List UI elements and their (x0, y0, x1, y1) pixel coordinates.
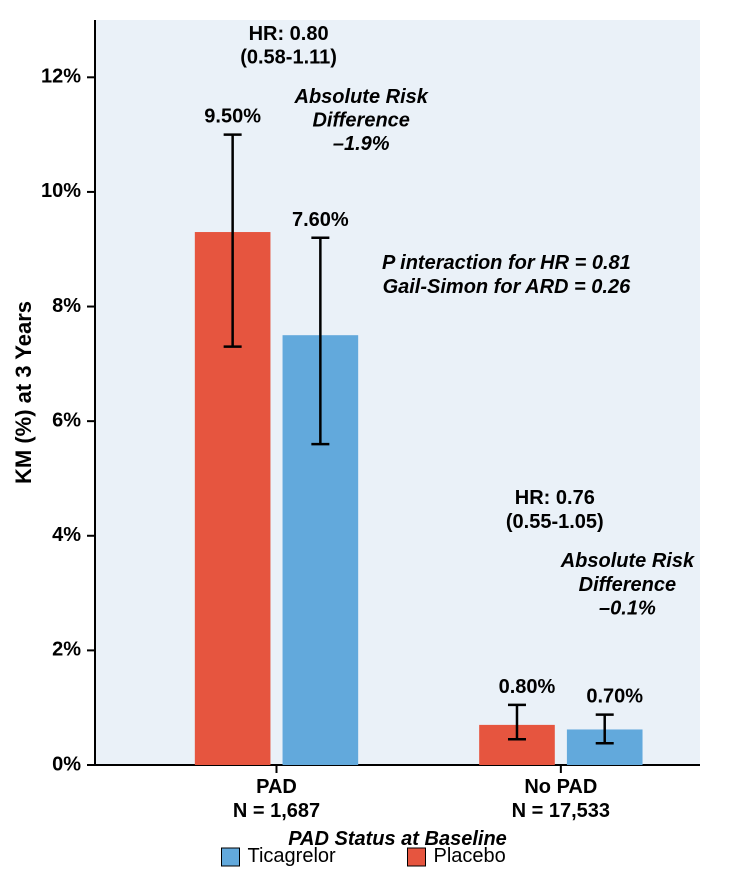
bar-value-label: 9.50% (204, 106, 261, 128)
y-tick-label: 6% (52, 409, 81, 431)
y-tick-label: 8% (52, 295, 81, 317)
y-tick-label: 0% (52, 753, 81, 775)
annotation-nopad_ard-line3: –0.1% (599, 597, 656, 619)
annotation-pad_ard-line1: Absolute Risk (294, 86, 429, 108)
annotation-interaction-line2: Gail-Simon for ARD = 0.26 (383, 276, 632, 298)
y-axis-label: KM (%) at 3 Years (11, 301, 36, 484)
chart-container: 0% 2% 4% 6% 8% 10% 12% KM (%) at 3 Years 9.50% 7.… (0, 0, 733, 886)
bar-value-label: 7.60% (292, 209, 349, 231)
annotation-nopad_ard-line2: Difference (579, 574, 676, 596)
y-tick-label: 12% (41, 66, 81, 88)
legend-swatch-ticagrelor (222, 848, 240, 866)
legend-label-ticagrelor: Ticagrelor (248, 845, 337, 867)
annotation-nopad_hr-line2: (0.55-1.05) (506, 511, 604, 533)
annotation-nopad_hr-line1: HR: 0.76 (515, 487, 595, 509)
x-group-n: N = 1,687 (233, 800, 320, 822)
legend-swatch-placebo (408, 848, 426, 866)
annotation-pad_hr-line1: HR: 0.80 (249, 23, 329, 45)
x-group-label: No PAD (524, 776, 597, 798)
bar-value-label: 0.70% (586, 686, 643, 708)
x-group-n: N = 17,533 (512, 800, 610, 822)
y-tick-label: 10% (41, 180, 81, 202)
annotation-interaction-line1: P interaction for HR = 0.81 (382, 252, 631, 274)
legend-label-placebo: Placebo (434, 845, 506, 867)
plot-background (95, 20, 700, 765)
x-group-label: PAD (256, 776, 297, 798)
chart-svg: 0% 2% 4% 6% 8% 10% 12% KM (%) at 3 Years 9.50% 7.… (0, 0, 733, 886)
y-tick-label: 2% (52, 639, 81, 661)
annotation-nopad_ard-line1: Absolute Risk (560, 550, 695, 572)
y-tick-label: 4% (52, 524, 81, 546)
annotation-pad_ard-line3: –1.9% (333, 133, 390, 155)
annotation-pad_ard-line2: Difference (312, 110, 409, 132)
annotation-pad_hr-line2: (0.58-1.11) (240, 47, 337, 69)
bar-value-label: 0.80% (499, 676, 556, 698)
